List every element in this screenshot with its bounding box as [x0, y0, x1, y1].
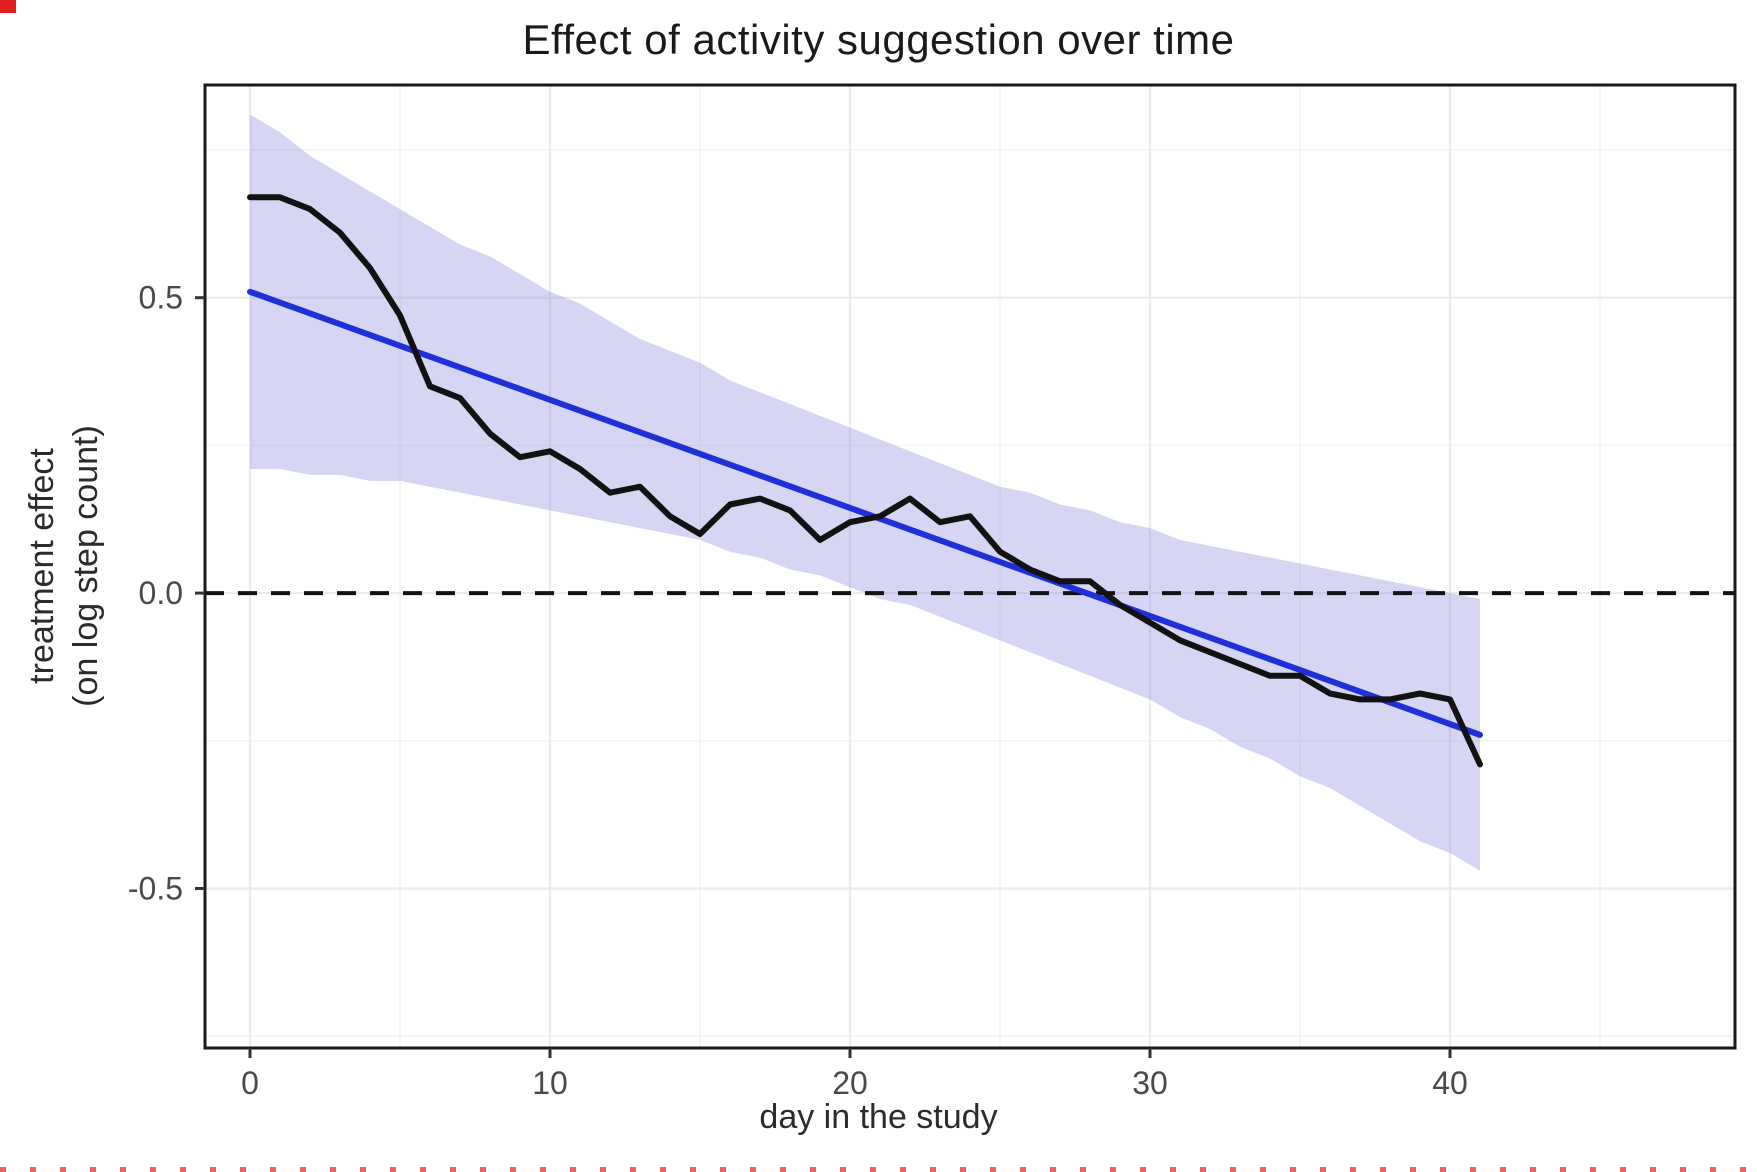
chart-title: Effect of activity suggestion over time: [522, 16, 1235, 63]
estimate-line: [247, 194, 1483, 768]
video-scrub-dots: [0, 1167, 1757, 1172]
x-tick-label: 40: [1432, 1065, 1468, 1101]
panel-border: [203, 83, 1737, 1050]
x-axis-label: day in the study: [759, 1098, 998, 1136]
trend-line: [247, 288, 1483, 738]
y-tick-label: 0.0: [139, 575, 183, 611]
y-tick-label: -0.5: [128, 870, 183, 906]
axis-ticks: 0 10 20 30 40 0.5 0.0 -0.5: [128, 280, 1468, 1101]
x-tick-label: 0: [241, 1065, 259, 1101]
x-tick-label: 20: [832, 1065, 868, 1101]
confidence-ribbon: [250, 114, 1480, 871]
recording-indicator-dot: [0, 0, 16, 13]
x-tick-label: 10: [532, 1065, 568, 1101]
x-tick-label: 30: [1132, 1065, 1168, 1101]
y-tick-label: 0.5: [139, 280, 183, 316]
